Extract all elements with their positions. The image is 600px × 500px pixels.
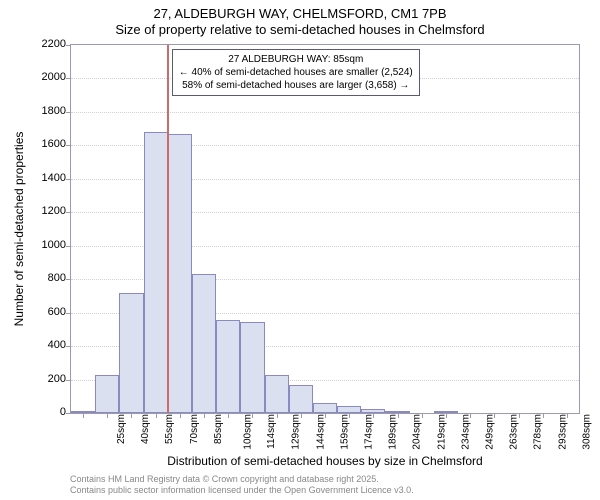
x-tick-label: 278sqm [533, 414, 544, 450]
histogram-bar [216, 320, 240, 413]
y-tick-label: 1800 [6, 105, 66, 117]
x-tick-label: 144sqm [315, 414, 326, 450]
y-tick [66, 212, 71, 213]
x-tick-label: 100sqm [243, 414, 254, 450]
copyright-line2: Contains public sector information licen… [70, 485, 414, 496]
y-axis-label: Number of semi-detached properties [12, 44, 32, 414]
annotation-line: 27 ALDEBURGH WAY: 85sqm [179, 53, 413, 66]
y-tick-label: 200 [6, 373, 66, 385]
x-tick-label: 308sqm [581, 414, 592, 450]
y-tick-label: 400 [6, 339, 66, 351]
y-tick-label: 600 [6, 306, 66, 318]
x-tick-label: 293sqm [557, 414, 568, 450]
x-tick-label: 55sqm [164, 414, 175, 444]
x-tick-label: 85sqm [213, 414, 224, 444]
x-tick-label: 204sqm [412, 414, 423, 450]
x-tick [228, 413, 229, 418]
x-tick [107, 413, 108, 418]
y-tick [66, 279, 71, 280]
y-tick-label: 2000 [6, 71, 66, 83]
x-tick-label: 114sqm [266, 414, 277, 449]
chart-container: 27, ALDEBURGH WAY, CHELMSFORD, CM1 7PB S… [0, 0, 600, 500]
histogram-bar [119, 293, 143, 413]
y-tick-label: 1600 [6, 138, 66, 150]
y-tick [66, 380, 71, 381]
x-tick [156, 413, 157, 418]
y-tick [66, 145, 71, 146]
annotation-line: 58% of semi-detached houses are larger (… [179, 79, 413, 92]
copyright-line1: Contains HM Land Registry data © Crown c… [70, 474, 414, 485]
histogram-bar [265, 375, 289, 413]
y-tick-label: 2200 [6, 38, 66, 50]
histogram-bar [192, 274, 216, 413]
x-tick-label: 129sqm [291, 414, 302, 450]
chart-title-line2: Size of property relative to semi-detach… [0, 22, 600, 37]
y-tick [66, 413, 71, 414]
y-tick-label: 1000 [6, 239, 66, 251]
y-tick [66, 246, 71, 247]
y-tick [66, 179, 71, 180]
y-tick-label: 0 [6, 406, 66, 418]
x-tick-label: 25sqm [116, 414, 127, 444]
x-tick-label: 174sqm [364, 414, 375, 450]
y-tick [66, 346, 71, 347]
x-tick-label: 189sqm [388, 414, 399, 450]
y-tick [66, 45, 71, 46]
x-tick [180, 413, 181, 418]
x-tick-label: 159sqm [339, 414, 350, 450]
annotation-box: 27 ALDEBURGH WAY: 85sqm← 40% of semi-det… [172, 49, 420, 96]
y-tick [66, 112, 71, 113]
chart-title-line1: 27, ALDEBURGH WAY, CHELMSFORD, CM1 7PB [0, 6, 600, 21]
copyright-text: Contains HM Land Registry data © Crown c… [70, 474, 414, 496]
y-tick-label: 800 [6, 272, 66, 284]
x-tick-label: 234sqm [460, 414, 471, 450]
x-tick [83, 413, 84, 418]
x-tick-label: 70sqm [189, 414, 200, 444]
y-tick [66, 313, 71, 314]
annotation-line: ← 40% of semi-detached houses are smalle… [179, 66, 413, 79]
histogram-bar [337, 406, 361, 413]
histogram-bar [313, 403, 337, 413]
histogram-bar [240, 322, 264, 413]
plot-area: 27 ALDEBURGH WAY: 85sqm← 40% of semi-det… [70, 44, 580, 414]
y-tick-label: 1400 [6, 172, 66, 184]
histogram-bar [289, 385, 313, 413]
x-axis-label: Distribution of semi-detached houses by … [70, 454, 580, 468]
y-tick [66, 78, 71, 79]
histogram-bar [168, 134, 192, 413]
y-tick-label: 1200 [6, 205, 66, 217]
x-tick [204, 413, 205, 418]
x-tick-label: 219sqm [436, 414, 447, 450]
histogram-bar [95, 375, 119, 413]
histogram-bar [144, 132, 168, 413]
x-tick-label: 263sqm [509, 414, 520, 450]
highlight-line [167, 45, 169, 413]
x-tick [131, 413, 132, 418]
gridline [71, 112, 579, 113]
x-tick-label: 249sqm [485, 414, 496, 450]
x-tick-label: 40sqm [140, 414, 151, 444]
